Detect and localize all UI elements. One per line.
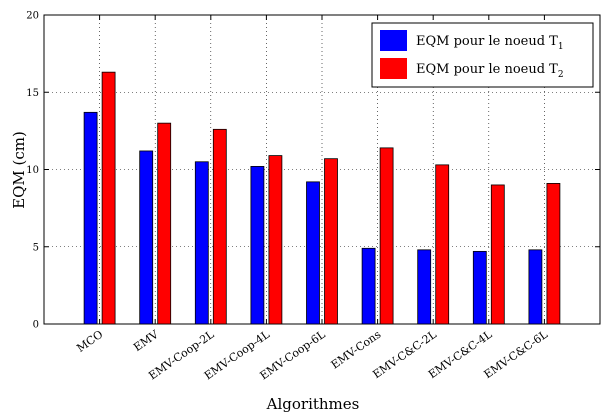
legend: EQM pour le noeud T1 EQM pour le noeud T… [371,22,594,88]
bar-series-1-emv-coop-2l [194,161,209,325]
bar-series-2-emv-coop-6l [324,158,338,325]
y-tick-label: 20 [26,11,39,22]
bars-layer [83,71,561,325]
bar-series-2-emv-coop-2l [212,128,227,325]
bar-series-2-emv-c-c-6l [546,183,561,325]
bar-series-1-emv-c-c-6l [528,249,543,325]
legend-swatch-series-2 [380,58,407,79]
bar-series-2-emv-c-c-4l [490,184,505,325]
x-tick-label: EMV-Cons [329,328,384,372]
bar-series-1-emv-cons [361,247,376,325]
bar-series-2-emv-cons [379,147,394,325]
y-tick-label: 10 [26,165,39,176]
bar-series-1-emv-c-c-2l [417,249,432,325]
grid-layer [44,15,600,324]
legend-box [371,22,594,88]
legend-swatch-series-1 [380,30,407,51]
y-axis-ticks: 0 5 10 15 20 [26,11,600,331]
bar-series-2-emv-coop-4l [268,155,283,325]
bar-series-2-emv-c-c-2l [435,164,450,325]
y-axis-label: EQM (cm) [10,131,28,209]
x-tick-label: MCO [74,328,105,355]
bar-series-1-mco [83,111,98,325]
y-tick-label: 15 [26,88,39,99]
bar-series-2-emv [157,122,172,325]
bar-series-1-emv-coop-6l [306,181,320,325]
bar-series-1-emv-c-c-4l [472,250,487,325]
legend-label-series-1: EQM pour le noeud T1 [416,34,564,52]
legend-label-series-2: EQM pour le noeud T2 [416,62,564,80]
bar-series-1-emv [139,150,154,325]
x-axis-label: Algorithmes [266,395,360,413]
bar-series-2-mco [101,71,116,325]
y-tick-label: 0 [33,320,39,331]
y-tick-label: 5 [33,242,39,253]
bar-series-1-emv-coop-4l [250,166,265,325]
x-tick-label: EMV [131,327,162,354]
